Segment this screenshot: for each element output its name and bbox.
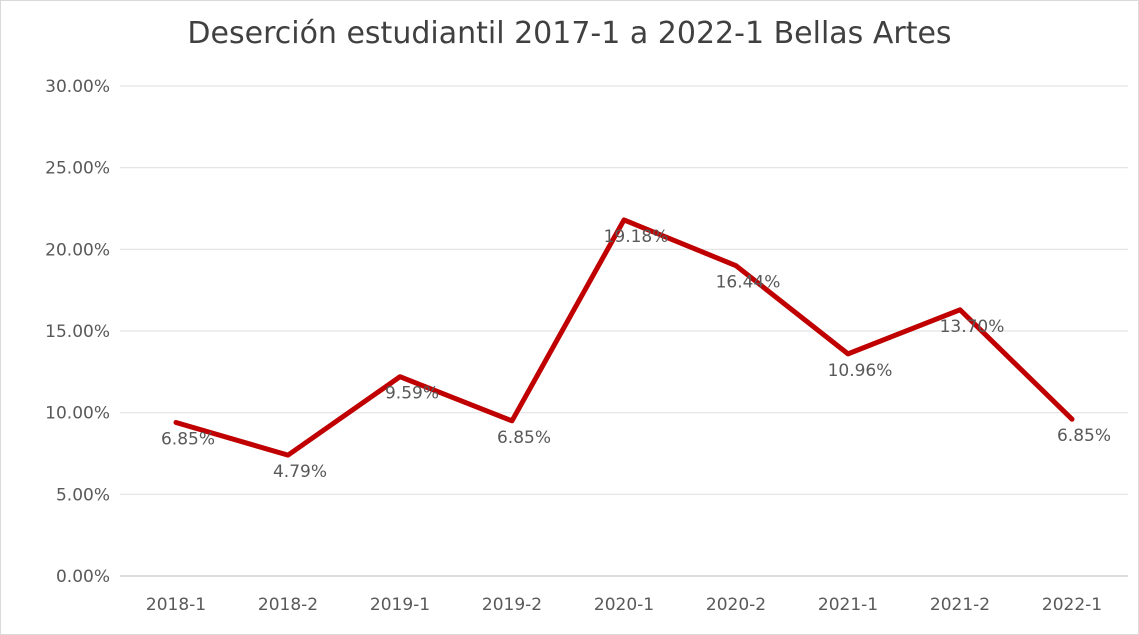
data-label: 19.18% — [604, 227, 669, 247]
data-label: 4.79% — [273, 462, 327, 482]
x-tick-label: 2018-1 — [146, 595, 206, 615]
y-tick-label: 10.00% — [45, 404, 110, 424]
data-label: 13.70% — [940, 317, 1005, 337]
data-label: 6.85% — [1057, 426, 1111, 446]
x-tick-label: 2021-2 — [930, 595, 990, 615]
series-line — [173, 217, 1075, 458]
y-tick-label: 0.00% — [56, 567, 110, 587]
x-tick-label: 2022-1 — [1042, 595, 1102, 615]
chart-title: Deserción estudiantil 2017-1 a 2022-1 Be… — [187, 16, 952, 51]
y-axis-tick-labels: 0.00% 5.00% 10.00% 15.00% 20.00% 25.00% 30.00% — [45, 77, 110, 587]
x-tick-label: 2018-2 — [258, 595, 318, 615]
data-label: 16.44% — [716, 273, 781, 293]
x-tick-label: 2020-1 — [594, 595, 654, 615]
series-lines — [173, 217, 1075, 458]
data-label: 6.85% — [497, 428, 551, 448]
x-tick-label: 2021-1 — [818, 595, 878, 615]
data-labels: 6.85% 4.79% 9.59% 6.85% 19.18% 16.44% 10.96% 13… — [161, 227, 1111, 482]
x-axis-tick-labels: 2018-1 2018-2 2019-1 2019-2 2020-1 2020-2 2021… — [146, 595, 1102, 615]
y-tick-label: 15.00% — [45, 322, 110, 342]
x-tick-label: 2020-2 — [706, 595, 766, 615]
data-label: 6.85% — [161, 429, 215, 449]
data-label: 10.96% — [828, 361, 893, 381]
x-tick-label: 2019-1 — [370, 595, 430, 615]
gridlines — [120, 85, 1128, 577]
x-tick-label: 2019-2 — [482, 595, 542, 615]
y-tick-label: 5.00% — [56, 485, 110, 505]
data-label: 9.59% — [385, 384, 439, 404]
y-tick-label: 25.00% — [45, 159, 110, 179]
y-tick-label: 30.00% — [45, 77, 110, 97]
y-tick-label: 20.00% — [45, 240, 110, 260]
